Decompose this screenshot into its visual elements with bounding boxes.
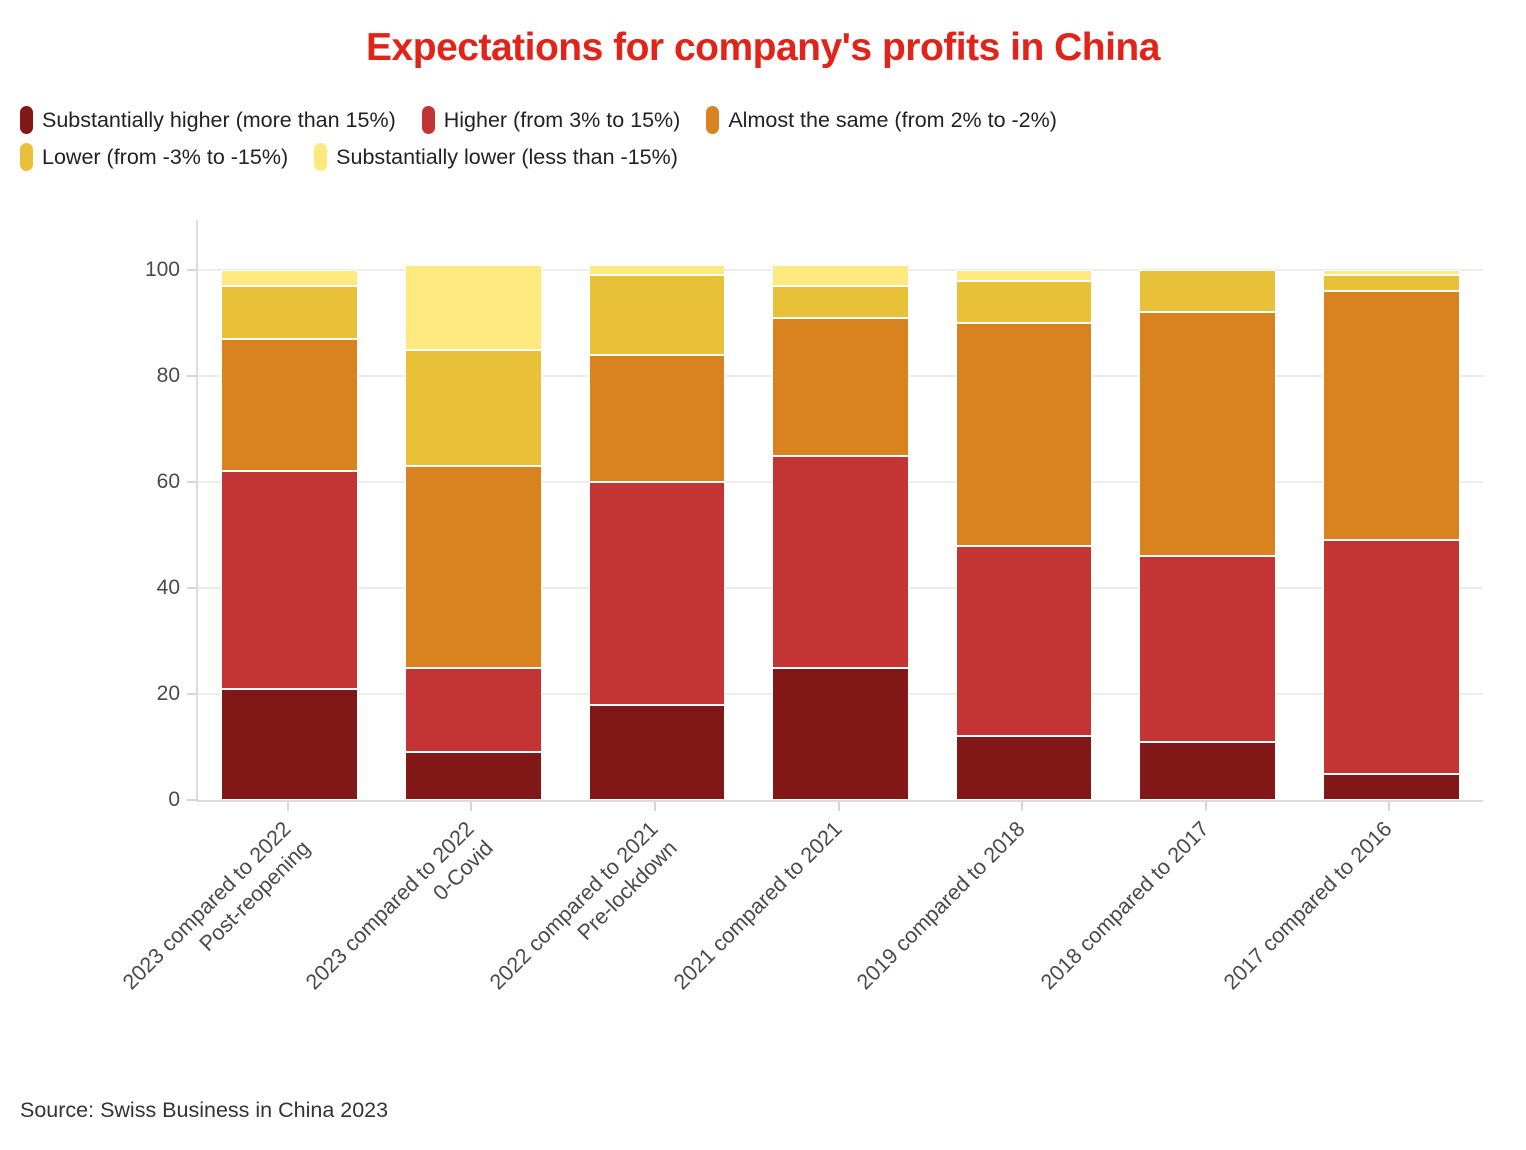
legend-item-3: Lower (from -3% to -15%)	[20, 143, 288, 171]
legend-label: Substantially higher (more than 15%)	[42, 107, 396, 132]
plot-area	[187, 220, 1483, 802]
bar-segment	[1139, 270, 1277, 313]
legend-item-1: Higher (from 3% to 15%)	[421, 106, 681, 134]
bar-segment	[221, 338, 359, 472]
bar-segment	[588, 482, 726, 705]
bar-segment	[588, 354, 726, 483]
legend-item-2: Almost the same (from 2% to -2%)	[706, 106, 1057, 134]
bar-slot	[932, 270, 1116, 800]
stacked-bar-5	[1139, 270, 1277, 800]
bar-slot	[565, 264, 749, 800]
bar-segment	[955, 545, 1093, 737]
bar-segment	[955, 270, 1093, 281]
bar-slot	[198, 270, 382, 800]
y-tick-label: 0	[168, 788, 180, 811]
x-axis-tick	[837, 802, 840, 811]
stacked-bar-6	[1322, 270, 1460, 800]
x-axis-tick	[653, 802, 656, 811]
y-tick-label: 60	[156, 470, 180, 493]
y-axis-tick	[187, 587, 196, 589]
x-axis-tick	[1388, 802, 1391, 811]
x-axis-tick	[1021, 802, 1024, 811]
stacked-bar-0	[221, 270, 359, 800]
source-note: Source: Swiss Business in China 2023	[20, 1098, 389, 1122]
bar-segment	[1322, 291, 1460, 541]
bar-segment	[772, 455, 909, 668]
bar-segment	[772, 264, 909, 286]
x-axis-tick	[286, 802, 289, 811]
legend-swatch-icon	[20, 143, 33, 171]
bar-segment	[404, 752, 542, 800]
bar-segment	[404, 466, 542, 668]
legend-label: Higher (from 3% to 15%)	[443, 107, 681, 132]
legend: Substantially higher (more than 15%) High…	[20, 106, 1350, 171]
y-axis-tick	[187, 375, 196, 377]
bar-segment	[1139, 556, 1277, 742]
y-tick-label: 40	[156, 576, 180, 599]
legend-item-4: Substantially lower (less than -15%)	[314, 143, 678, 171]
bar-segment	[221, 471, 359, 689]
stacked-bar-1	[404, 264, 542, 800]
bar-segment	[955, 323, 1093, 546]
bar-segment	[772, 285, 909, 318]
bar-slot	[749, 264, 933, 800]
bar-segment	[1139, 312, 1277, 557]
x-axis-tick	[470, 802, 473, 811]
legend-label: Substantially lower (less than -15%)	[336, 144, 678, 169]
bar-segment	[955, 736, 1093, 800]
bar-segment	[772, 667, 909, 800]
y-tick-label: 100	[144, 258, 180, 281]
legend-swatch-icon	[421, 106, 435, 134]
bar-segment	[588, 264, 726, 276]
bar-segment	[221, 270, 359, 286]
legend-label: Lower (from -3% to -15%)	[42, 144, 289, 169]
y-axis-tick	[187, 799, 196, 801]
stacked-bar-2	[588, 264, 726, 800]
bar-segment	[588, 275, 726, 355]
bar-segment	[1322, 540, 1460, 774]
bar-segment	[1139, 741, 1277, 800]
stacked-bar-3	[772, 264, 909, 800]
x-axis-tick	[1204, 802, 1207, 811]
y-axis-tick	[187, 269, 196, 271]
bar-segment	[221, 285, 359, 339]
bar-segment	[404, 349, 542, 467]
legend-swatch-icon	[706, 106, 720, 134]
y-axis-tick	[187, 693, 196, 695]
legend-item-0: Substantially higher (more than 15%)	[20, 106, 396, 134]
y-tick-label: 80	[156, 364, 180, 387]
bar-segment	[404, 264, 542, 350]
bar-segment	[772, 317, 909, 456]
bar-slot	[1299, 270, 1483, 800]
legend-label: Almost the same (from 2% to -2%)	[728, 107, 1057, 132]
bar-segment	[1322, 773, 1460, 800]
bars-group	[198, 220, 1483, 800]
legend-swatch-icon	[314, 143, 328, 171]
bar-segment	[1322, 275, 1460, 292]
bar-segment	[955, 280, 1093, 324]
y-tick-label: 20	[156, 682, 180, 705]
bar-slot	[1116, 270, 1300, 800]
stacked-bar-4	[955, 270, 1093, 800]
chart-title: Expectations for company's profits in Ch…	[366, 26, 1160, 69]
bar-segment	[404, 667, 542, 753]
legend-swatch-icon	[20, 106, 33, 134]
bar-segment	[1322, 270, 1460, 276]
bar-segment	[221, 688, 359, 800]
bar-segment	[588, 704, 726, 800]
y-axis-tick	[187, 481, 196, 483]
bar-slot	[382, 264, 566, 800]
